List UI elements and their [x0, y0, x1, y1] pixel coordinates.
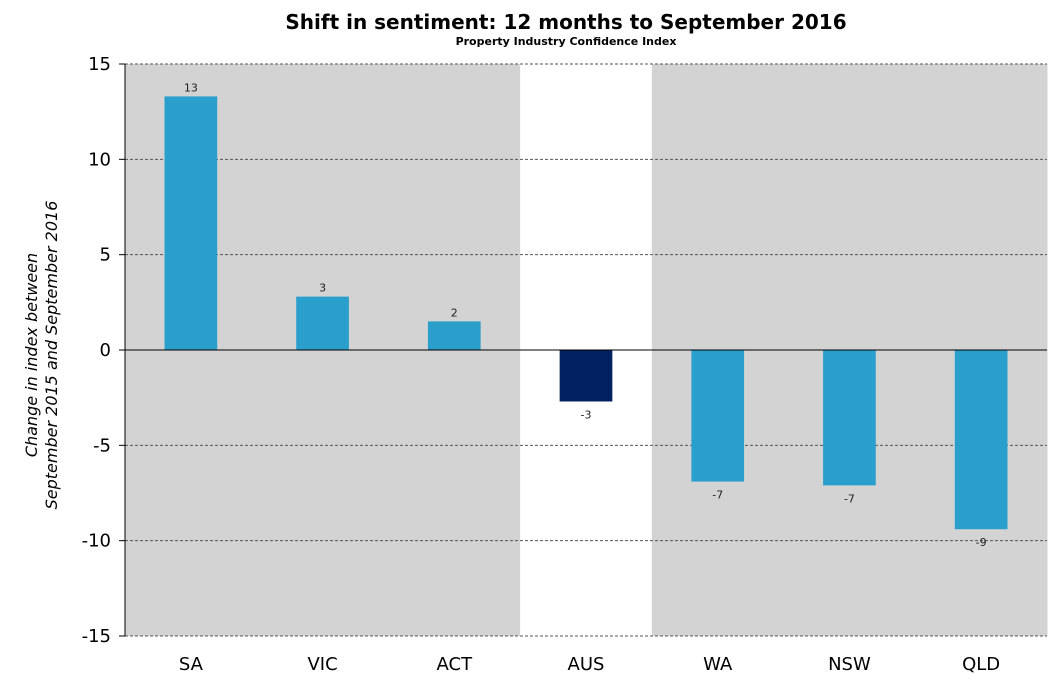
data-label-qld: -9: [976, 536, 987, 549]
y-tick-label-5: 5: [100, 245, 111, 266]
x-tick-label-aus: AUS: [568, 654, 605, 675]
bar-vic: [296, 296, 349, 350]
bar-sa: [164, 96, 218, 350]
bar-qld: [954, 350, 1008, 530]
bar-aus: [559, 350, 613, 402]
y-tick-label--15: -15: [82, 626, 111, 647]
y-tick-label-10: 10: [88, 149, 111, 170]
data-label-act: 2: [451, 306, 458, 319]
chart-subtitle: Property Industry Confidence Index: [455, 35, 677, 48]
bar-wa: [691, 350, 745, 482]
x-tick-label-vic: VIC: [307, 654, 337, 675]
y-tick-label-0: 0: [100, 340, 111, 361]
data-label-vic: 3: [319, 282, 326, 295]
y-tick-label-15: 15: [88, 54, 111, 75]
x-tick-label-qld: QLD: [962, 654, 1000, 675]
chart-title: Shift in sentiment: 12 months to Septemb…: [285, 10, 847, 34]
bar-act: [427, 321, 481, 350]
bars: [164, 96, 1008, 530]
x-tick-label-nsw: NSW: [828, 654, 871, 675]
grid-lines: [125, 63, 1047, 637]
bar-nsw: [823, 350, 876, 486]
data-label-wa: -7: [712, 489, 723, 502]
data-label-sa: 13: [184, 81, 198, 94]
x-tick-label-wa: WA: [703, 654, 733, 675]
data-label-aus: -3: [581, 408, 592, 421]
x-tick-label-act: ACT: [437, 654, 474, 675]
x-tick-label-sa: SA: [179, 654, 204, 675]
axes: [119, 63, 1047, 637]
data-label-nsw: -7: [844, 492, 855, 505]
labels: 13 SA 3 VIC 2 ACT -3 AUS -7 WA -7 NSW -9 QLD -15 -10 -5 0…: [82, 54, 1001, 675]
y-tick-label--10: -10: [82, 531, 111, 552]
y-tick-label--5: -5: [93, 435, 111, 456]
